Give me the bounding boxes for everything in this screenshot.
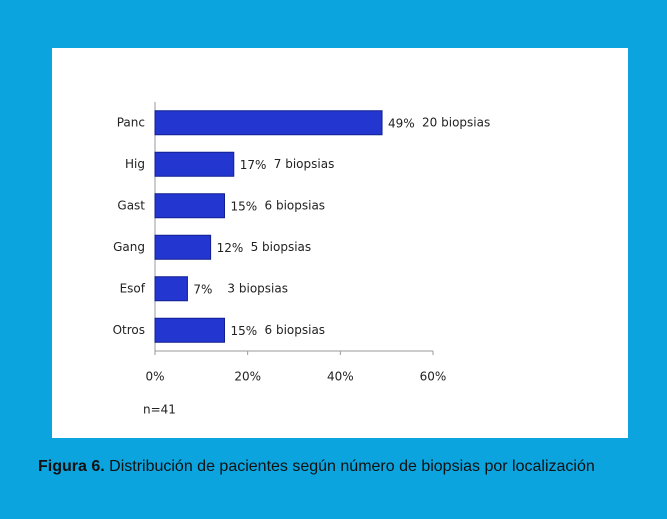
- bar: [154, 193, 225, 219]
- annotation: 20 biopsias: [422, 115, 490, 129]
- bar: [154, 276, 188, 302]
- y-tick-label: Otros: [113, 323, 145, 337]
- y-tick-label: Esof: [120, 281, 146, 295]
- annotation: 5 biopsias: [251, 240, 312, 254]
- value-label: 49%: [388, 116, 415, 130]
- bar: [154, 317, 225, 343]
- note: n=41: [143, 403, 176, 417]
- y-tick-label: Gang: [113, 240, 145, 254]
- annotation: 7 biopsias: [274, 157, 335, 171]
- x-tick-label: 20%: [234, 370, 261, 384]
- caption: Figura 6. Distribución de pacientes segú…: [38, 457, 648, 477]
- x-tick-label: 0%: [145, 370, 164, 384]
- bar: [154, 110, 383, 136]
- value-label: 15%: [231, 199, 258, 213]
- caption-text: Distribución de pacientes según número d…: [109, 458, 595, 475]
- bar: [154, 151, 235, 177]
- value-label: 17%: [240, 158, 267, 172]
- value-label: 7%: [193, 282, 212, 296]
- annotation: 6 biopsias: [265, 323, 326, 337]
- annotation: 3 biopsias: [227, 281, 288, 295]
- y-tick-label: Hig: [125, 157, 145, 171]
- y-tick-label: Gast: [117, 198, 145, 212]
- x-tick-label: 40%: [327, 370, 354, 384]
- annotation: 6 biopsias: [265, 198, 326, 212]
- x-tick-label: 60%: [420, 370, 447, 384]
- caption-label: Figura 6.: [38, 458, 105, 475]
- value-label: 15%: [231, 324, 258, 338]
- bar: [154, 234, 212, 260]
- y-tick-label: Panc: [117, 115, 145, 129]
- value-label: 12%: [217, 241, 244, 255]
